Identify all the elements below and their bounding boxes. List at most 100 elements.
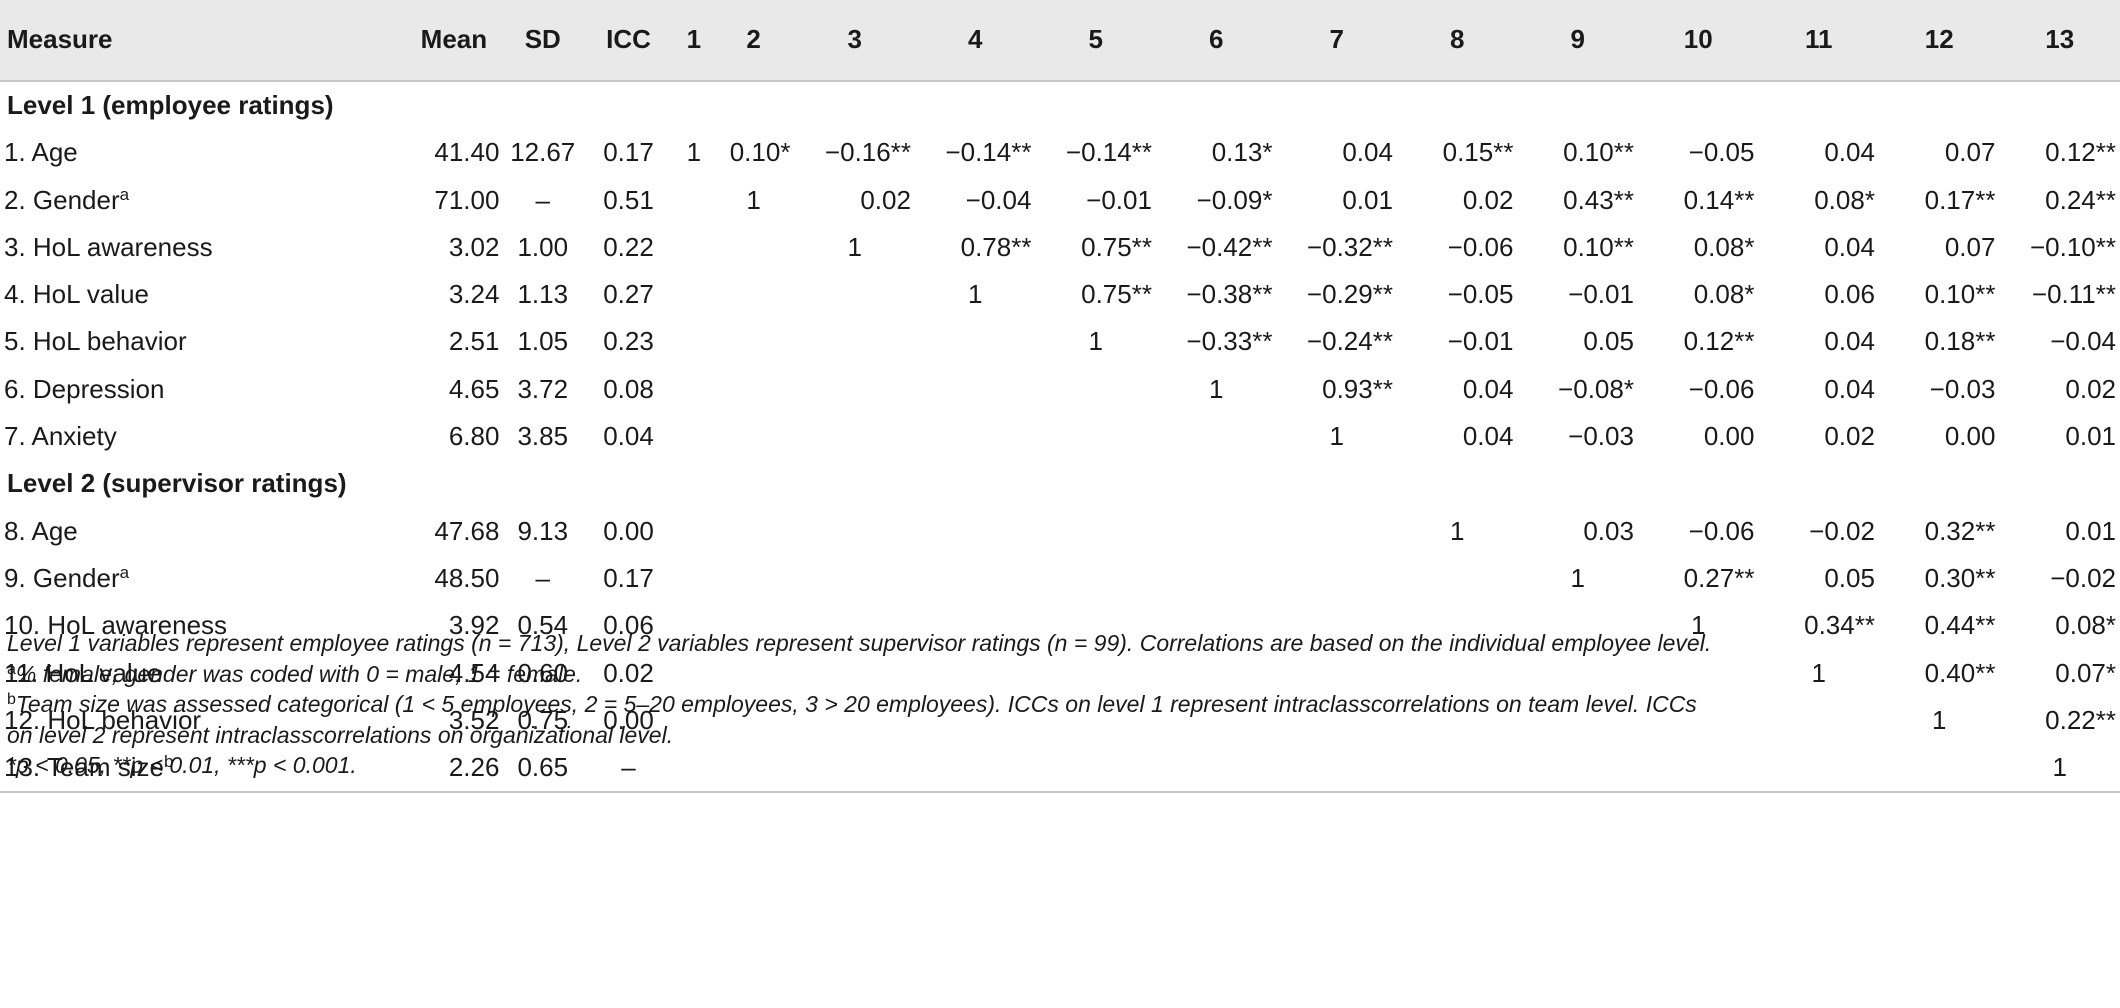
sd-cell: 1.00 xyxy=(517,231,569,262)
sd-cell: 0.60 xyxy=(517,657,569,688)
corr-cell: 0.93** xyxy=(1322,373,1393,404)
corr-cell xyxy=(675,555,713,602)
corr-cell: −0.11** xyxy=(2031,279,2116,310)
corr-cell xyxy=(675,318,713,365)
corr-cell xyxy=(1035,555,1156,602)
mean-cell: 2.26 xyxy=(404,744,504,794)
corr-cell xyxy=(794,744,915,794)
section-label: Level 2 (supervisor ratings) xyxy=(7,468,347,499)
corr-cell xyxy=(675,413,713,460)
corr-cell: 0.10* xyxy=(729,137,791,168)
measure-label: 3. HoL awareness xyxy=(4,231,213,262)
section-level1: Level 1 (employee ratings) xyxy=(0,81,2120,129)
corr-cell: −0.04 xyxy=(2050,326,2116,357)
table-row: 9. Gendera 48.50 – 0.17 1 0.27** 0.05 0.30** −0.… xyxy=(0,555,2120,602)
corr-cell: 0.02 xyxy=(1462,184,1514,215)
measure-label: 2. Gendera xyxy=(4,184,130,215)
table-header-row: Measure Mean SD ICC 1 2 3 4 5 6 7 8 9 10 11 12 13 xyxy=(0,0,2120,82)
corr-cell: 0.27** xyxy=(1683,562,1755,593)
header-4: 4 xyxy=(914,0,1036,82)
corr-cell: 0.07 xyxy=(1944,231,1996,262)
icc-cell: 0.04 xyxy=(603,421,654,452)
table-row: 6. Depression 4.65 3.72 0.08 1 0.93** 0.04 −0.0… xyxy=(0,366,2120,413)
table-row: 8. Age 47.68 9.13 0.00 1 0.03 −0.06 −0.02 0.32**… xyxy=(0,508,2120,555)
corr-cell xyxy=(1276,555,1397,602)
mean-cell: 41.40 xyxy=(434,137,500,168)
corr-cell: −0.02 xyxy=(1809,515,1875,546)
table-row: 13. Team sizeb 2.26 0.65– 1 xyxy=(0,744,2120,794)
header-7: 7 xyxy=(1276,0,1397,82)
corr-cell: 1 xyxy=(1570,562,1585,593)
corr-cell: −0.32** xyxy=(1306,231,1393,262)
measure-label: 7. Anxiety xyxy=(4,421,117,452)
corr-cell: 0.75** xyxy=(1081,231,1152,262)
corr-cell xyxy=(675,366,713,413)
corr-cell: 0.08* xyxy=(1693,279,1755,310)
corr-cell: 0.08* xyxy=(2055,610,2116,641)
header-sd: SD xyxy=(503,0,583,82)
note-a: a% female, gender was coded with 0 = mal… xyxy=(7,660,583,687)
corr-cell: 1 xyxy=(1999,744,2120,794)
mean-cell: 6.80 xyxy=(448,421,500,452)
note-b: bTeam size was assessed categorical (1 <… xyxy=(7,691,1697,717)
icc-cell: 0.00 xyxy=(603,515,654,546)
corr-cell xyxy=(713,555,795,602)
sd-cell: 3.72 xyxy=(517,373,569,404)
header-icc: ICC xyxy=(582,0,675,82)
corr-cell: 1 xyxy=(1208,373,1224,404)
header-measure: Measure xyxy=(0,0,405,82)
correlation-table: Measure Mean SD ICC 1 2 3 4 5 6 7 8 9 10 11 12 13 Level … xyxy=(0,0,2120,794)
corr-cell: 0.78** xyxy=(960,231,1032,262)
corr-cell xyxy=(794,271,915,318)
corr-cell: 0.17** xyxy=(1924,184,1996,215)
measure-label: 10. HoL awareness xyxy=(4,610,228,641)
mean-cell: 3.24 xyxy=(448,279,500,310)
note-b-cont: on level 2 represent intraclasscorrelati… xyxy=(7,721,674,748)
corr-cell: −0.05 xyxy=(1447,279,1514,310)
corr-cell: −0.38** xyxy=(1186,279,1273,310)
note-p-values: *p < 0.05, **p < 0.01, ***p < 0.001. xyxy=(7,752,357,778)
corr-cell: −0.14** xyxy=(1065,137,1152,168)
mean-cell: 2.51 xyxy=(448,326,500,357)
measure-label: 4. HoL value xyxy=(4,279,150,310)
corr-cell: 1 xyxy=(1088,326,1103,357)
corr-cell: 1 xyxy=(1329,421,1344,452)
section-label: Level 1 (employee ratings) xyxy=(7,90,334,120)
icc-cell: 0.17 xyxy=(603,562,654,593)
icc-cell: 0.08 xyxy=(603,373,654,404)
corr-cell: 0.02 xyxy=(2065,373,2116,404)
icc-cell: 0.23 xyxy=(603,326,654,357)
corr-cell xyxy=(674,744,713,794)
mean-cell: 48.50 xyxy=(434,562,500,593)
icc-cell: – xyxy=(582,744,675,794)
sd-cell: 1.13 xyxy=(517,279,569,310)
corr-cell: 0.00 xyxy=(1944,421,1996,452)
corr-cell xyxy=(1878,744,2000,794)
corr-cell: 0.08* xyxy=(1693,231,1755,262)
corr-cell: 0.40** xyxy=(1924,657,1996,688)
header-6: 6 xyxy=(1155,0,1277,82)
corr-cell: 0.18** xyxy=(1924,326,1996,357)
corr-cell xyxy=(794,366,915,413)
icc-cell: 0.51 xyxy=(603,184,654,215)
table-row: 10. HoL awareness 3.92 0.54 0.06 1 0.34** 0.44… xyxy=(0,602,2120,649)
corr-cell: −0.06 xyxy=(1447,231,1514,262)
corr-cell xyxy=(1156,508,1277,555)
mean-cell: 71.00 xyxy=(434,184,500,215)
corr-cell xyxy=(1035,413,1156,460)
corr-cell: −0.10** xyxy=(2029,231,2116,262)
corr-cell: 0.30** xyxy=(1924,562,1996,593)
icc-cell: 0.22 xyxy=(603,231,654,262)
corr-cell: 0.07* xyxy=(2055,657,2116,688)
measure-label: 8. Age xyxy=(4,515,78,546)
header-12: 12 xyxy=(1878,0,2000,82)
corr-cell: 0.04 xyxy=(1462,373,1514,404)
corr-cell xyxy=(1517,744,1638,794)
corr-cell xyxy=(1276,508,1397,555)
corr-cell: 1 xyxy=(746,184,761,215)
corr-cell: 1 xyxy=(1449,515,1465,546)
sd-cell: 9.13 xyxy=(517,515,569,546)
corr-cell: 0.12** xyxy=(2045,137,2116,168)
corr-cell: −0.01 xyxy=(1086,184,1152,215)
corr-cell: 0.03 xyxy=(1583,515,1634,546)
